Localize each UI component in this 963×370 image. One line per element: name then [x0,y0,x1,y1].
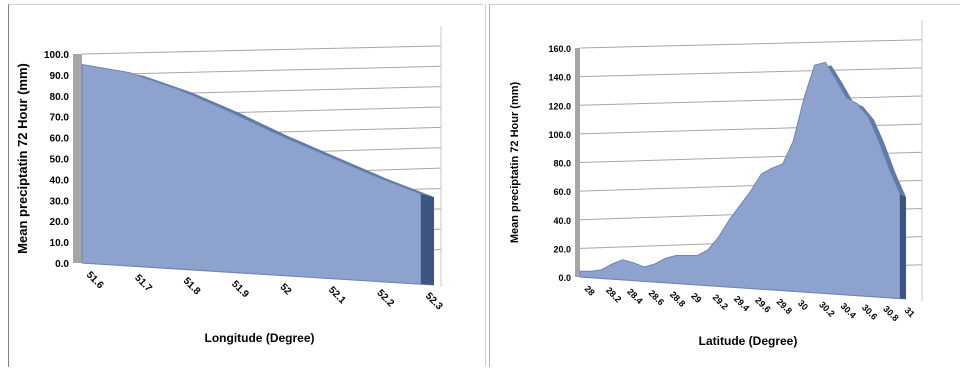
chart-longitude-svg: 0.0 10.0 20.0 30.0 40.0 50.0 60.0 70.0 80.0 90.0 1… [15,26,445,345]
y-tick-label: 60.0 [553,187,571,197]
x-axis-title: Longitude (Degree) [205,331,315,345]
area-top-face [82,64,434,198]
x-tick-label: 30 [796,298,810,312]
y-tick-label: 160.0 [548,44,571,54]
y-tick-label: 30.0 [50,196,70,207]
chart-panel-latitude: 0.0 20.0 40.0 60.0 80.0 100.0 120.0 140.0 160.0 2… [489,4,960,367]
y-tick-label: 40.0 [553,216,571,226]
x-tick-label: 28.4 [625,286,644,305]
chart-panel-longitude: 0.0 10.0 20.0 30.0 40.0 50.0 60.0 70.0 80.0 90.0 1… [8,4,483,367]
x-tick-label: 29.4 [732,294,751,313]
x-tick-label: 52.3 [423,291,445,313]
y-tick-label: 70.0 [50,113,70,124]
gridline [81,65,442,76]
y-tick-label: 140.0 [548,73,571,83]
panel-divider [485,4,486,366]
x-tick-label: 29 [689,291,703,305]
x-tick-label: 51.9 [229,279,251,301]
x-tick-label: 51.8 [181,276,203,298]
y-tick-label: 50.0 [50,155,70,166]
x-tick-label: 30.8 [881,304,900,323]
x-tick-label: 28.8 [668,289,687,308]
y-tick-label: 80.0 [50,92,70,103]
x-axis-title: Latitude (Degree) [699,334,798,348]
y-tick-label: 100.0 [44,50,69,61]
x-tick-label: 31 [903,305,917,319]
gridline [579,39,923,49]
x-tick-label: 51.6 [84,270,106,292]
x-tick-label: 28 [583,284,597,298]
area-front-face [579,61,901,300]
y-tick-label: 90.0 [50,71,70,82]
y-tick-label: 0.0 [55,259,69,270]
y-axis-title: Mean preciptatin 72 Hour (mm) [15,63,30,254]
area-side-face [421,194,434,285]
x-tick-label: 52.2 [374,288,396,310]
x-tick-label: 30.4 [839,301,858,320]
x-tick-label: 29.2 [711,292,730,311]
area-front-face [81,63,422,285]
x-tick-label: 28.6 [647,288,666,307]
side-wall [73,54,82,263]
gridline [81,45,442,55]
area-side-face [900,193,906,299]
x-tick-label: 28.2 [604,285,623,304]
y-tick-label: 0.0 [558,273,571,283]
x-tick-label: 52.1 [326,285,348,307]
x-tick-label: 52 [278,282,294,298]
x-tick-label: 51.7 [132,273,154,295]
y-tick-label: 40.0 [50,175,70,186]
chart-latitude-svg: 0.0 20.0 40.0 60.0 80.0 100.0 120.0 140.0 160.0 2… [509,20,923,348]
gridline [579,95,923,106]
x-tick-label: 29.8 [775,297,794,316]
y-tick-label: 60.0 [50,134,70,145]
y-tick-label: 120.0 [548,101,571,111]
y-tick-label: 80.0 [553,159,571,169]
y-tick-label: 20.0 [50,217,70,228]
y-axis-title: Mean preciptatin 72 Hour (mm) [509,81,521,243]
y-tick-label: 20.0 [553,244,571,254]
x-tick-label: 30.2 [817,299,836,318]
gridline [579,67,923,78]
x-tick-label: 29.6 [753,295,772,314]
y-tick-label: 100.0 [548,130,571,140]
y-tick-label: 10.0 [50,238,70,249]
side-wall [575,48,580,277]
x-tick-label: 30.6 [860,302,879,321]
